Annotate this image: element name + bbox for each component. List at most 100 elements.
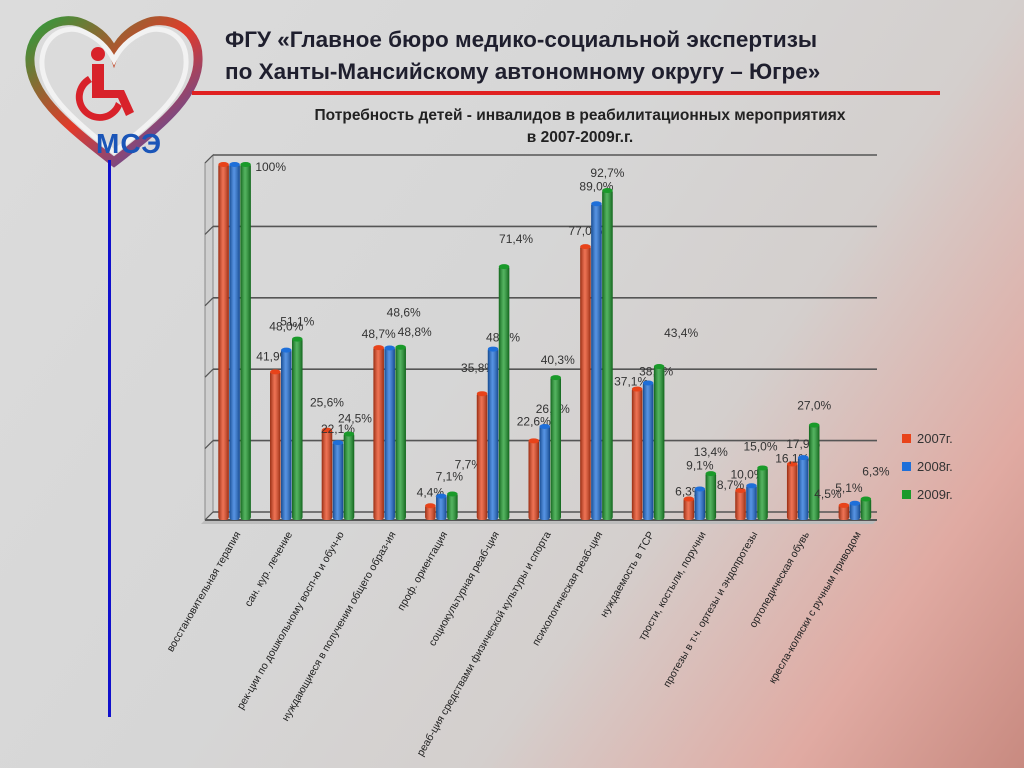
data-label: 10,0% — [731, 467, 765, 481]
bar-shade — [849, 501, 861, 520]
bar — [539, 424, 550, 520]
bar — [240, 162, 251, 520]
bar-cap — [746, 483, 757, 489]
bar-shade — [591, 202, 602, 520]
bar — [591, 201, 602, 520]
bar-shade — [642, 381, 654, 520]
data-label: 13,4% — [694, 445, 728, 459]
legend-swatch-2009 — [902, 489, 911, 499]
chart-title: Потребность детей - инвалидов в реабилит… — [200, 105, 960, 149]
bar — [550, 375, 561, 520]
bar-shade — [384, 346, 395, 520]
bar — [797, 455, 809, 520]
bar — [476, 391, 488, 520]
bar-shade — [694, 487, 706, 520]
bar-shade — [631, 387, 643, 520]
legend-item-2009: 2009г. — [902, 480, 953, 508]
bar-cap — [425, 503, 436, 509]
bar — [395, 344, 406, 520]
bar-cap — [786, 461, 798, 467]
legend-label-2008: 2008г. — [917, 458, 953, 474]
bar-shade — [705, 472, 717, 520]
bar-shade — [343, 432, 355, 520]
bar — [218, 162, 229, 520]
bar-shade — [550, 376, 561, 520]
bar-cap — [735, 487, 746, 493]
title-line-1: ФГУ «Главное бюро медико-социальной эксп… — [225, 27, 818, 52]
data-label: 92,7% — [590, 166, 624, 180]
data-label: 48,8% — [398, 325, 432, 339]
bar-cap — [343, 431, 355, 437]
data-label: 43,4% — [664, 326, 698, 340]
bar-cap — [332, 440, 344, 446]
chart-legend: 2007г. 2008г. 2009г. — [902, 424, 953, 508]
bar-cap — [757, 465, 768, 471]
legend-label-2009: 2009г. — [917, 486, 953, 502]
bar-shade — [436, 494, 447, 520]
gridline-side — [204, 368, 214, 378]
mse-logo — [25, 16, 203, 168]
bar-shade — [539, 425, 550, 520]
bar — [292, 336, 303, 520]
bar — [746, 483, 757, 520]
bar — [838, 502, 850, 520]
bar-cap — [270, 369, 281, 375]
bar-shade — [797, 456, 809, 520]
data-label: 37,1% — [614, 375, 648, 389]
bar-shade — [425, 504, 436, 520]
bar — [436, 493, 447, 520]
bar-shade — [498, 265, 510, 520]
data-label: 9,1% — [686, 459, 714, 473]
bar-cap — [218, 162, 229, 167]
bar-cap — [384, 345, 395, 351]
bar-shade — [229, 163, 240, 520]
bar-shade — [487, 347, 499, 520]
bar — [498, 264, 510, 520]
bar-shade — [683, 497, 695, 520]
title-line-2: по Ханты-Мансийскому автономному округу … — [225, 59, 821, 84]
bar-cap — [642, 380, 654, 386]
data-label: 71,4% — [499, 232, 533, 246]
bar — [580, 244, 591, 521]
bar — [735, 487, 746, 520]
logo-text: МСЭ — [96, 128, 163, 159]
category-label: протезы в т.ч. ортезы и эндопротезы — [661, 530, 760, 690]
bar-cap — [476, 391, 488, 397]
bar-cap — [550, 375, 561, 381]
bar-cap — [229, 162, 240, 167]
data-label: 48,7% — [362, 327, 396, 341]
legend-item-2008: 2008г. — [902, 452, 953, 480]
bar — [528, 438, 539, 520]
bar-shade — [838, 503, 850, 520]
data-label: 8,7% — [717, 478, 745, 492]
bar-cap — [539, 424, 550, 430]
bar — [602, 188, 613, 520]
bar-shade — [281, 348, 292, 520]
category-label: ортопедическая обувь — [747, 529, 812, 630]
legend-item-2007: 2007г. — [902, 424, 953, 452]
bar-shade — [528, 439, 539, 520]
data-label: 35,8% — [461, 361, 495, 375]
page-title: ФГУ «Главное бюро медико-социальной эксп… — [225, 24, 820, 88]
data-label: 51,1% — [280, 315, 314, 329]
bar — [653, 364, 665, 520]
gridline-side — [204, 440, 214, 450]
bar-cap — [797, 455, 809, 461]
bar — [642, 380, 654, 520]
bar-shade — [395, 345, 406, 520]
bar-shade — [808, 423, 820, 520]
legend-label-2007: 2007г. — [917, 430, 953, 446]
data-label: 6,3% — [862, 465, 890, 479]
bar-shade — [332, 441, 344, 520]
bar-shade — [860, 497, 872, 520]
bar-shade — [735, 488, 746, 520]
bar-cap — [694, 486, 706, 492]
bar-shade — [476, 392, 488, 520]
chart-title-line-1: Потребность детей - инвалидов в реабилит… — [314, 107, 846, 124]
data-label: 48,0% — [269, 320, 303, 334]
chart-side-wall — [204, 153, 214, 522]
bar — [343, 431, 355, 520]
bar-shade — [270, 370, 281, 520]
gridline-side — [204, 297, 214, 307]
bar-shade — [580, 245, 591, 521]
